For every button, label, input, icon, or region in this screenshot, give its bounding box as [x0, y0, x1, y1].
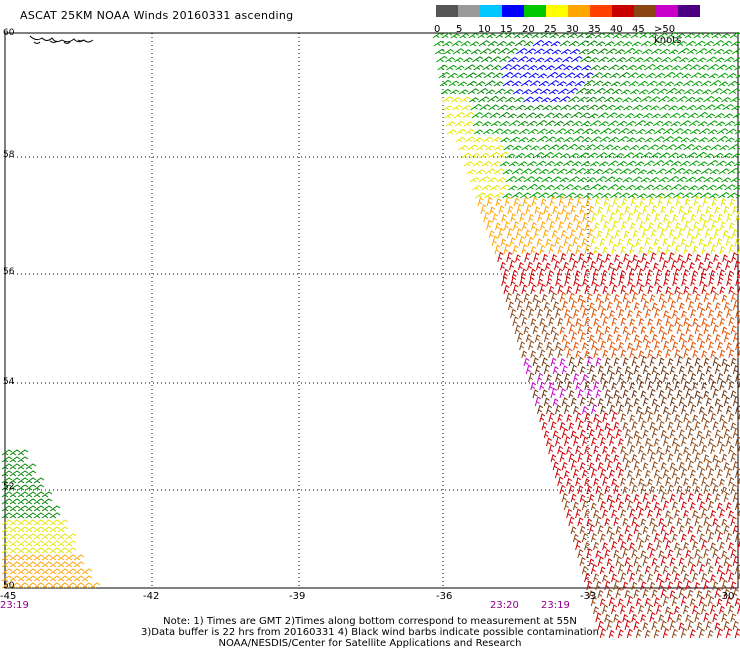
- scale-swatch: [458, 5, 480, 17]
- grid-lines: [5, 33, 738, 588]
- lon-label-39: -39: [289, 591, 306, 602]
- scale-swatch: [590, 5, 612, 17]
- time-label-mid: 23:20: [490, 600, 519, 611]
- lat-label-54: 54: [3, 377, 15, 387]
- lon-label-42: -42: [143, 591, 160, 602]
- scale-swatch: [656, 5, 678, 17]
- scale-label: 5: [456, 24, 463, 35]
- scale-label: 10: [478, 24, 491, 35]
- scale-label: >50 knots: [654, 24, 682, 46]
- scale-swatch: [612, 5, 634, 17]
- scale-label: 25: [544, 24, 557, 35]
- scale-label: 40: [610, 24, 623, 35]
- lat-label-50: 50: [3, 581, 15, 591]
- time-label-left: 23:19: [0, 600, 29, 611]
- lon-label-33: -33: [580, 591, 597, 602]
- scale-label: 30: [566, 24, 579, 35]
- note-line-3: NOAA/NESDIS/Center for Satellite Applica…: [218, 638, 522, 649]
- scale-swatch: [634, 5, 656, 17]
- lon-label-36: -36: [436, 591, 453, 602]
- scale-swatch: [436, 5, 458, 17]
- lon-label-45: -45: [0, 591, 17, 602]
- scale-swatch: [524, 5, 546, 17]
- note-line-2: 3)Data buffer is 22 hrs from 20160331 4)…: [141, 627, 599, 638]
- lon-label-30: -30: [718, 591, 735, 602]
- scale-swatch: [546, 5, 568, 17]
- scale-swatch: [480, 5, 502, 17]
- scale-label: 35: [588, 24, 601, 35]
- lat-label-56: 56: [3, 267, 15, 277]
- scale-label: 20: [522, 24, 535, 35]
- scale-swatch: [568, 5, 590, 17]
- greenland-coastline: [29, 35, 94, 44]
- map-title: ASCAT 25KM NOAA Winds 20160331 ascending: [20, 9, 294, 22]
- scale-swatch: [678, 5, 700, 17]
- lat-label-52: 52: [3, 482, 15, 492]
- lat-label-60: 60: [3, 28, 15, 38]
- note-line-1: Note: 1) Times are GMT 2)Times along bot…: [163, 616, 577, 627]
- scale-swatch: [502, 5, 524, 17]
- time-label-right: 23:19: [541, 600, 570, 611]
- wind-barbs: [1, 31, 740, 639]
- scale-label: 0: [434, 24, 441, 35]
- scale-label: 45: [632, 24, 645, 35]
- lat-label-58: 58: [3, 150, 15, 160]
- map-frame: [4, 32, 739, 589]
- scale-label: 15: [500, 24, 513, 35]
